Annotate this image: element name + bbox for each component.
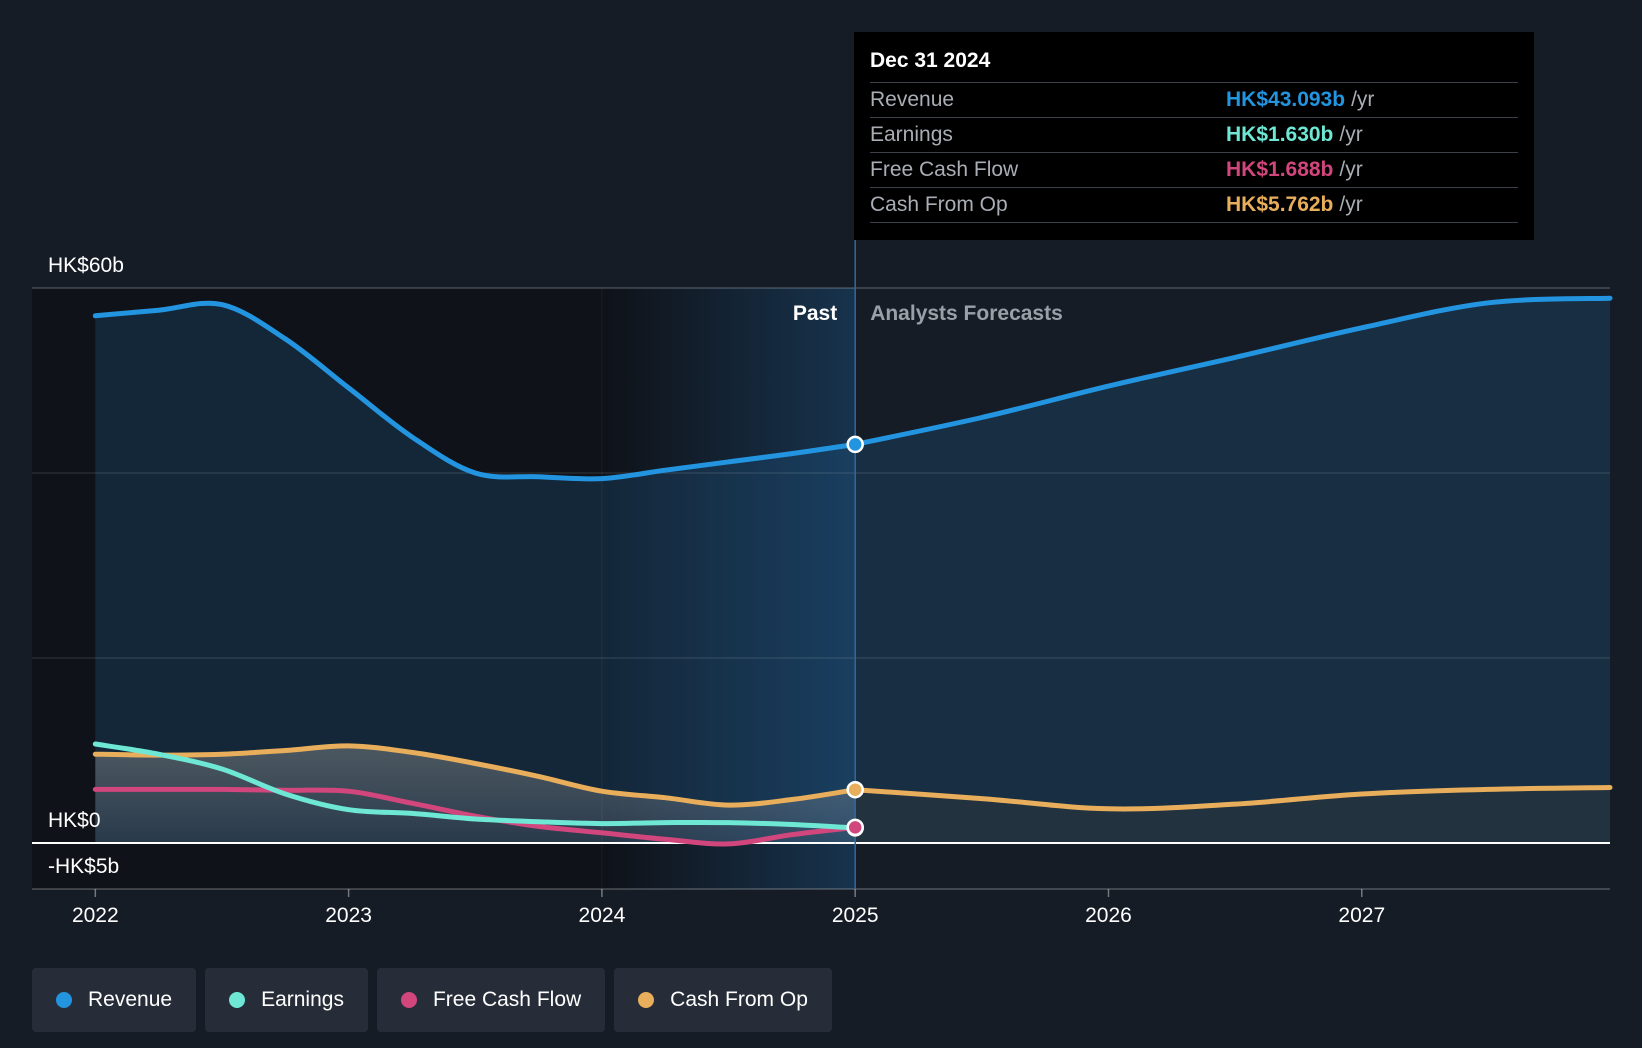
cash-from-op-marker <box>846 780 864 799</box>
revenue-line-forecast <box>852 295 1613 447</box>
earnings-line-past <box>92 741 858 831</box>
legend-label: Earnings <box>261 988 344 1011</box>
legend-label: Cash From Op <box>670 988 808 1011</box>
y-tick-label: -HK$5b <box>48 855 119 878</box>
highlight-region <box>601 288 856 889</box>
x-tick-label: 2024 <box>579 904 626 927</box>
free-cash-flow-dot-icon <box>400 992 417 1008</box>
y-tick-label: HK$60b <box>48 254 124 277</box>
tooltip-unit: /yr <box>1339 193 1363 216</box>
tooltip-label: Free Cash Flow <box>870 158 1019 181</box>
cash-from-op-dot-icon <box>638 992 655 1008</box>
x-tick-label: 2022 <box>72 904 119 927</box>
legend-item-revenue[interactable]: Revenue <box>32 968 197 1032</box>
y-tick-label: HK$0 <box>48 809 101 832</box>
x-tick-label: 2023 <box>325 904 372 927</box>
earnings-dot-icon <box>229 992 246 1008</box>
cash-from-op-area-forecast <box>855 787 1610 843</box>
past-label: Past <box>793 302 837 325</box>
chart-legend: Revenue Earnings Free Cash Flow Cash Fro… <box>32 968 832 1032</box>
x-tick-label: 2025 <box>832 904 879 927</box>
tooltip-value: HK$1.688b <box>1226 158 1334 181</box>
tooltip-value: HK$5.762b <box>1226 193 1334 216</box>
tooltip-unit: /yr <box>1339 123 1363 146</box>
x-tick-label: 2026 <box>1085 904 1132 927</box>
forecast-label: Analysts Forecasts <box>870 302 1063 325</box>
cash-from-op-line-forecast <box>852 785 1613 812</box>
revenue-dot-icon <box>56 992 72 1008</box>
legend-item-earnings[interactable]: Earnings <box>205 968 368 1032</box>
legend-item-free-cash-flow[interactable]: Free Cash Flow <box>376 968 606 1032</box>
tooltip-unit: /yr <box>1339 158 1363 181</box>
cash-from-op-area-past <box>95 745 856 843</box>
tooltip-date: Dec 31 2024 <box>870 49 991 72</box>
legend-label: Free Cash Flow <box>432 988 582 1011</box>
cash-from-op-line-past <box>92 743 858 808</box>
legend-item-cash-from-op[interactable]: Cash From Op <box>614 968 832 1032</box>
x-tick-label: 2027 <box>1338 904 1385 927</box>
tooltip-label: Revenue <box>870 88 955 111</box>
tooltip-value: HK$43.093b <box>1226 88 1346 111</box>
free-cash-flow-marker <box>846 818 864 837</box>
tooltip-row-free-cash-flow: Free Cash Flow HK$1.688b /yr <box>870 152 1518 187</box>
hover-tooltip: Dec 31 2024 Revenue HK$43.093b /yr Earni… <box>854 32 1534 240</box>
revenue-marker <box>846 435 864 454</box>
legend-label: Revenue <box>88 988 173 1011</box>
tooltip-value: HK$1.630b <box>1226 123 1334 146</box>
tooltip-row-earnings: Earnings HK$1.630b /yr <box>870 117 1518 152</box>
revenue-line-past <box>92 300 858 482</box>
tooltip-row-revenue: Revenue HK$43.093b /yr <box>870 82 1518 117</box>
revenue-area <box>95 298 1610 843</box>
tooltip-unit: /yr <box>1351 88 1375 111</box>
free-cash-flow-line-past <box>92 786 858 847</box>
tooltip-label: Earnings <box>870 123 953 146</box>
tooltip-label: Cash From Op <box>870 193 1008 216</box>
tooltip-row-cash-from-op: Cash From Op HK$5.762b /yr <box>870 187 1518 223</box>
